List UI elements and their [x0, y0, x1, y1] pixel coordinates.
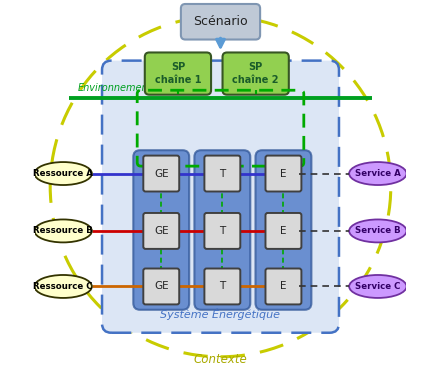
Ellipse shape: [349, 162, 407, 185]
FancyBboxPatch shape: [181, 4, 260, 40]
Text: Scénario: Scénario: [193, 15, 248, 28]
FancyBboxPatch shape: [133, 150, 189, 310]
FancyBboxPatch shape: [265, 156, 301, 191]
Text: E: E: [280, 226, 287, 236]
Text: Environnement: Environnement: [78, 84, 153, 93]
Text: Ressource B: Ressource B: [33, 226, 93, 235]
FancyBboxPatch shape: [102, 61, 339, 333]
Text: Service C: Service C: [355, 282, 400, 291]
Text: Service B: Service B: [355, 226, 401, 235]
Text: SP
chaîne 2: SP chaîne 2: [232, 62, 279, 85]
Text: SP
chaîne 1: SP chaîne 1: [155, 62, 201, 85]
Text: Service A: Service A: [355, 169, 401, 178]
Text: E: E: [280, 282, 287, 291]
FancyBboxPatch shape: [265, 213, 301, 249]
Text: GE: GE: [154, 169, 168, 179]
Text: GE: GE: [154, 282, 168, 291]
Ellipse shape: [34, 275, 92, 298]
Ellipse shape: [349, 219, 407, 242]
FancyBboxPatch shape: [204, 156, 240, 191]
FancyBboxPatch shape: [194, 150, 250, 310]
Text: GE: GE: [154, 226, 168, 236]
Ellipse shape: [34, 162, 92, 185]
FancyBboxPatch shape: [204, 213, 240, 249]
Text: Contexte: Contexte: [194, 353, 247, 366]
Text: Système Énergétique: Système Énergétique: [161, 308, 280, 320]
Text: Ressource A: Ressource A: [33, 169, 93, 178]
FancyBboxPatch shape: [143, 269, 179, 304]
FancyBboxPatch shape: [143, 156, 179, 191]
Ellipse shape: [349, 275, 407, 298]
Text: T: T: [219, 169, 225, 179]
FancyBboxPatch shape: [255, 150, 311, 310]
Text: T: T: [219, 282, 225, 291]
Text: T: T: [219, 226, 225, 236]
FancyBboxPatch shape: [143, 213, 179, 249]
FancyBboxPatch shape: [145, 53, 211, 95]
FancyBboxPatch shape: [265, 269, 301, 304]
FancyBboxPatch shape: [223, 53, 289, 95]
FancyBboxPatch shape: [204, 269, 240, 304]
Text: Ressource C: Ressource C: [34, 282, 93, 291]
Ellipse shape: [34, 219, 92, 242]
Text: E: E: [280, 169, 287, 179]
